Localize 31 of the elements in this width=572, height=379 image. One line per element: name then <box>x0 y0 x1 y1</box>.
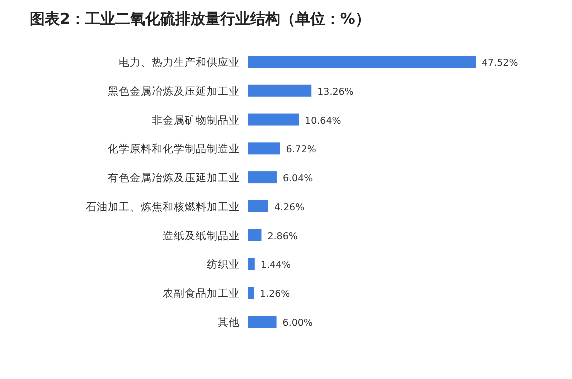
y-tick-label: 造纸及纸制品业 <box>163 229 240 242</box>
data-label: 6.04% <box>282 174 314 185</box>
data-label: 10.64% <box>305 116 342 127</box>
bar <box>248 258 255 270</box>
data-label: 1.26% <box>260 289 290 300</box>
data-label: 6.00% <box>282 318 313 329</box>
bar <box>248 84 312 97</box>
bar <box>248 142 280 155</box>
y-tick-label: 有色金属冶炼及压延加工业 <box>108 172 240 185</box>
bar <box>248 56 476 68</box>
y-tick-label: 黑色金属冶炼及压延加工业 <box>108 84 240 98</box>
data-label: 1.44% <box>260 260 292 272</box>
y-tick-label: 化学原料和化学制品制造业 <box>108 142 240 156</box>
data-label: 6.72% <box>286 144 316 156</box>
bar <box>248 172 277 184</box>
data-label: 2.86% <box>268 231 298 242</box>
data-label: 4.26% <box>274 202 305 214</box>
bar <box>248 287 254 300</box>
y-tick-label: 纺织业 <box>207 258 240 272</box>
data-label: 47.52% <box>482 58 518 69</box>
data-label: 13.26% <box>318 86 354 98</box>
y-tick-label: 石油加工、炼焦和核燃料加工业 <box>86 200 240 214</box>
bar <box>248 114 300 126</box>
y-tick-label: 非金属矿物制品业 <box>152 114 240 127</box>
y-tick-label: 电力、热力生产和供应业 <box>119 56 240 69</box>
y-tick-label: 其他 <box>218 316 240 329</box>
bar <box>248 229 262 242</box>
bar <box>248 316 277 328</box>
bar <box>248 200 268 212</box>
chart-title: 图表2：工业二氧化硫排放量行业结构（单位：%） <box>30 10 370 28</box>
y-tick-label: 农副食品加工业 <box>163 287 240 300</box>
